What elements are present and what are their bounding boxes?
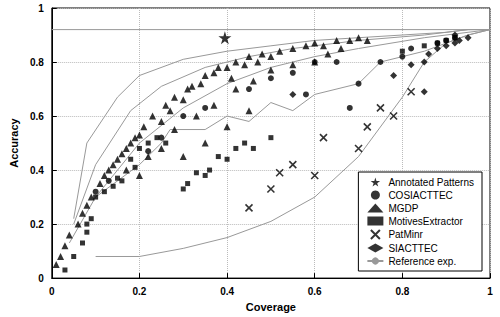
svg-text:0.8: 0.8 xyxy=(30,57,44,68)
svg-text:Coverage: Coverage xyxy=(246,301,296,313)
svg-text:0: 0 xyxy=(49,286,55,297)
svg-text:0.4: 0.4 xyxy=(220,286,234,297)
svg-text:MGDP: MGDP xyxy=(388,203,418,214)
svg-text:0.6: 0.6 xyxy=(30,111,44,122)
svg-text:1: 1 xyxy=(38,3,44,14)
svg-text:Accuracy: Accuracy xyxy=(8,117,20,167)
svg-text:0.8: 0.8 xyxy=(395,286,409,297)
svg-text:Reference exp.: Reference exp. xyxy=(388,256,456,267)
svg-text:0.6: 0.6 xyxy=(308,286,322,297)
svg-text:PatMinr: PatMinr xyxy=(388,229,423,240)
svg-text:0.2: 0.2 xyxy=(30,219,44,230)
svg-text:COSIACTTEC: COSIACTTEC xyxy=(388,190,452,201)
svg-text:Annotated Patterns: Annotated Patterns xyxy=(388,177,474,188)
svg-text:0: 0 xyxy=(38,273,44,284)
svg-text:1: 1 xyxy=(487,286,493,297)
svg-text:SIACTTEC: SIACTTEC xyxy=(388,243,437,254)
svg-text:0.2: 0.2 xyxy=(132,286,146,297)
svg-text:MotivesExtractor: MotivesExtractor xyxy=(388,216,463,227)
svg-text:0.4: 0.4 xyxy=(30,165,44,176)
